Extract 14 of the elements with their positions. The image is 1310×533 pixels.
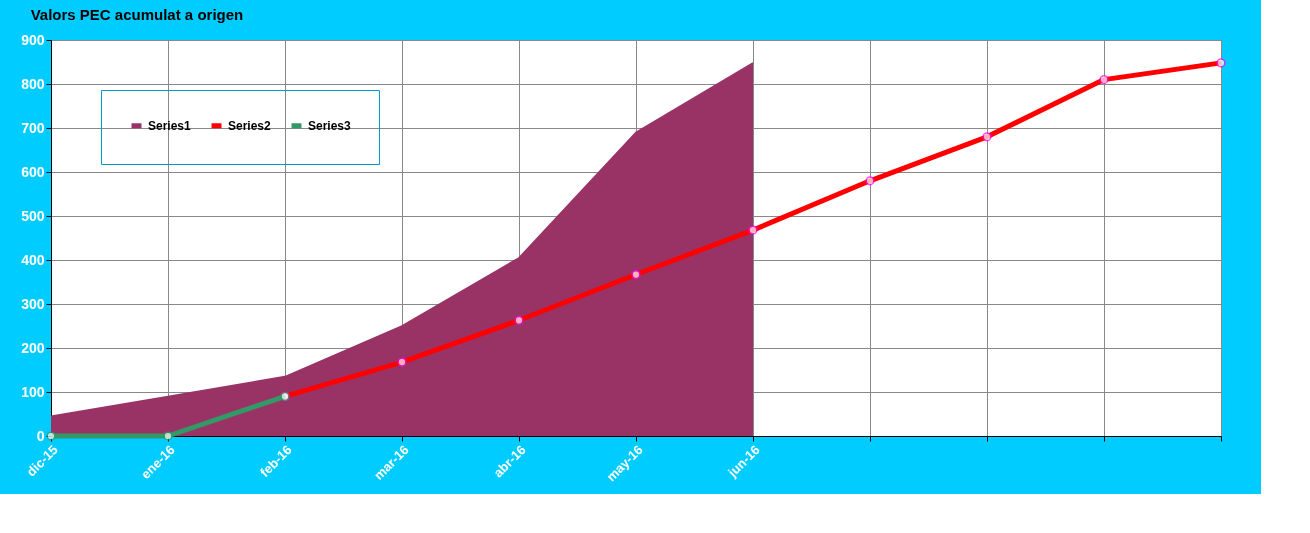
y-tick-label: 700 bbox=[21, 119, 45, 136]
y-tick-label: 200 bbox=[21, 339, 45, 356]
y-tick-label: 500 bbox=[21, 207, 45, 224]
legend-label: Series3 bbox=[308, 118, 352, 133]
y-tick-label: 800 bbox=[21, 75, 45, 92]
y-tick-label: 600 bbox=[21, 163, 45, 180]
chart-title: Valors PEC acumulat a origen bbox=[30, 6, 244, 23]
y-tick-label: 100 bbox=[21, 383, 45, 400]
y-tick-label: 0 bbox=[36, 427, 45, 444]
y-tick-label: 300 bbox=[21, 295, 45, 312]
legend-label: Series2 bbox=[228, 118, 272, 133]
y-tick-label: 900 bbox=[21, 31, 45, 48]
y-tick-label: 400 bbox=[21, 251, 45, 268]
legend-label: Series1 bbox=[148, 118, 192, 133]
